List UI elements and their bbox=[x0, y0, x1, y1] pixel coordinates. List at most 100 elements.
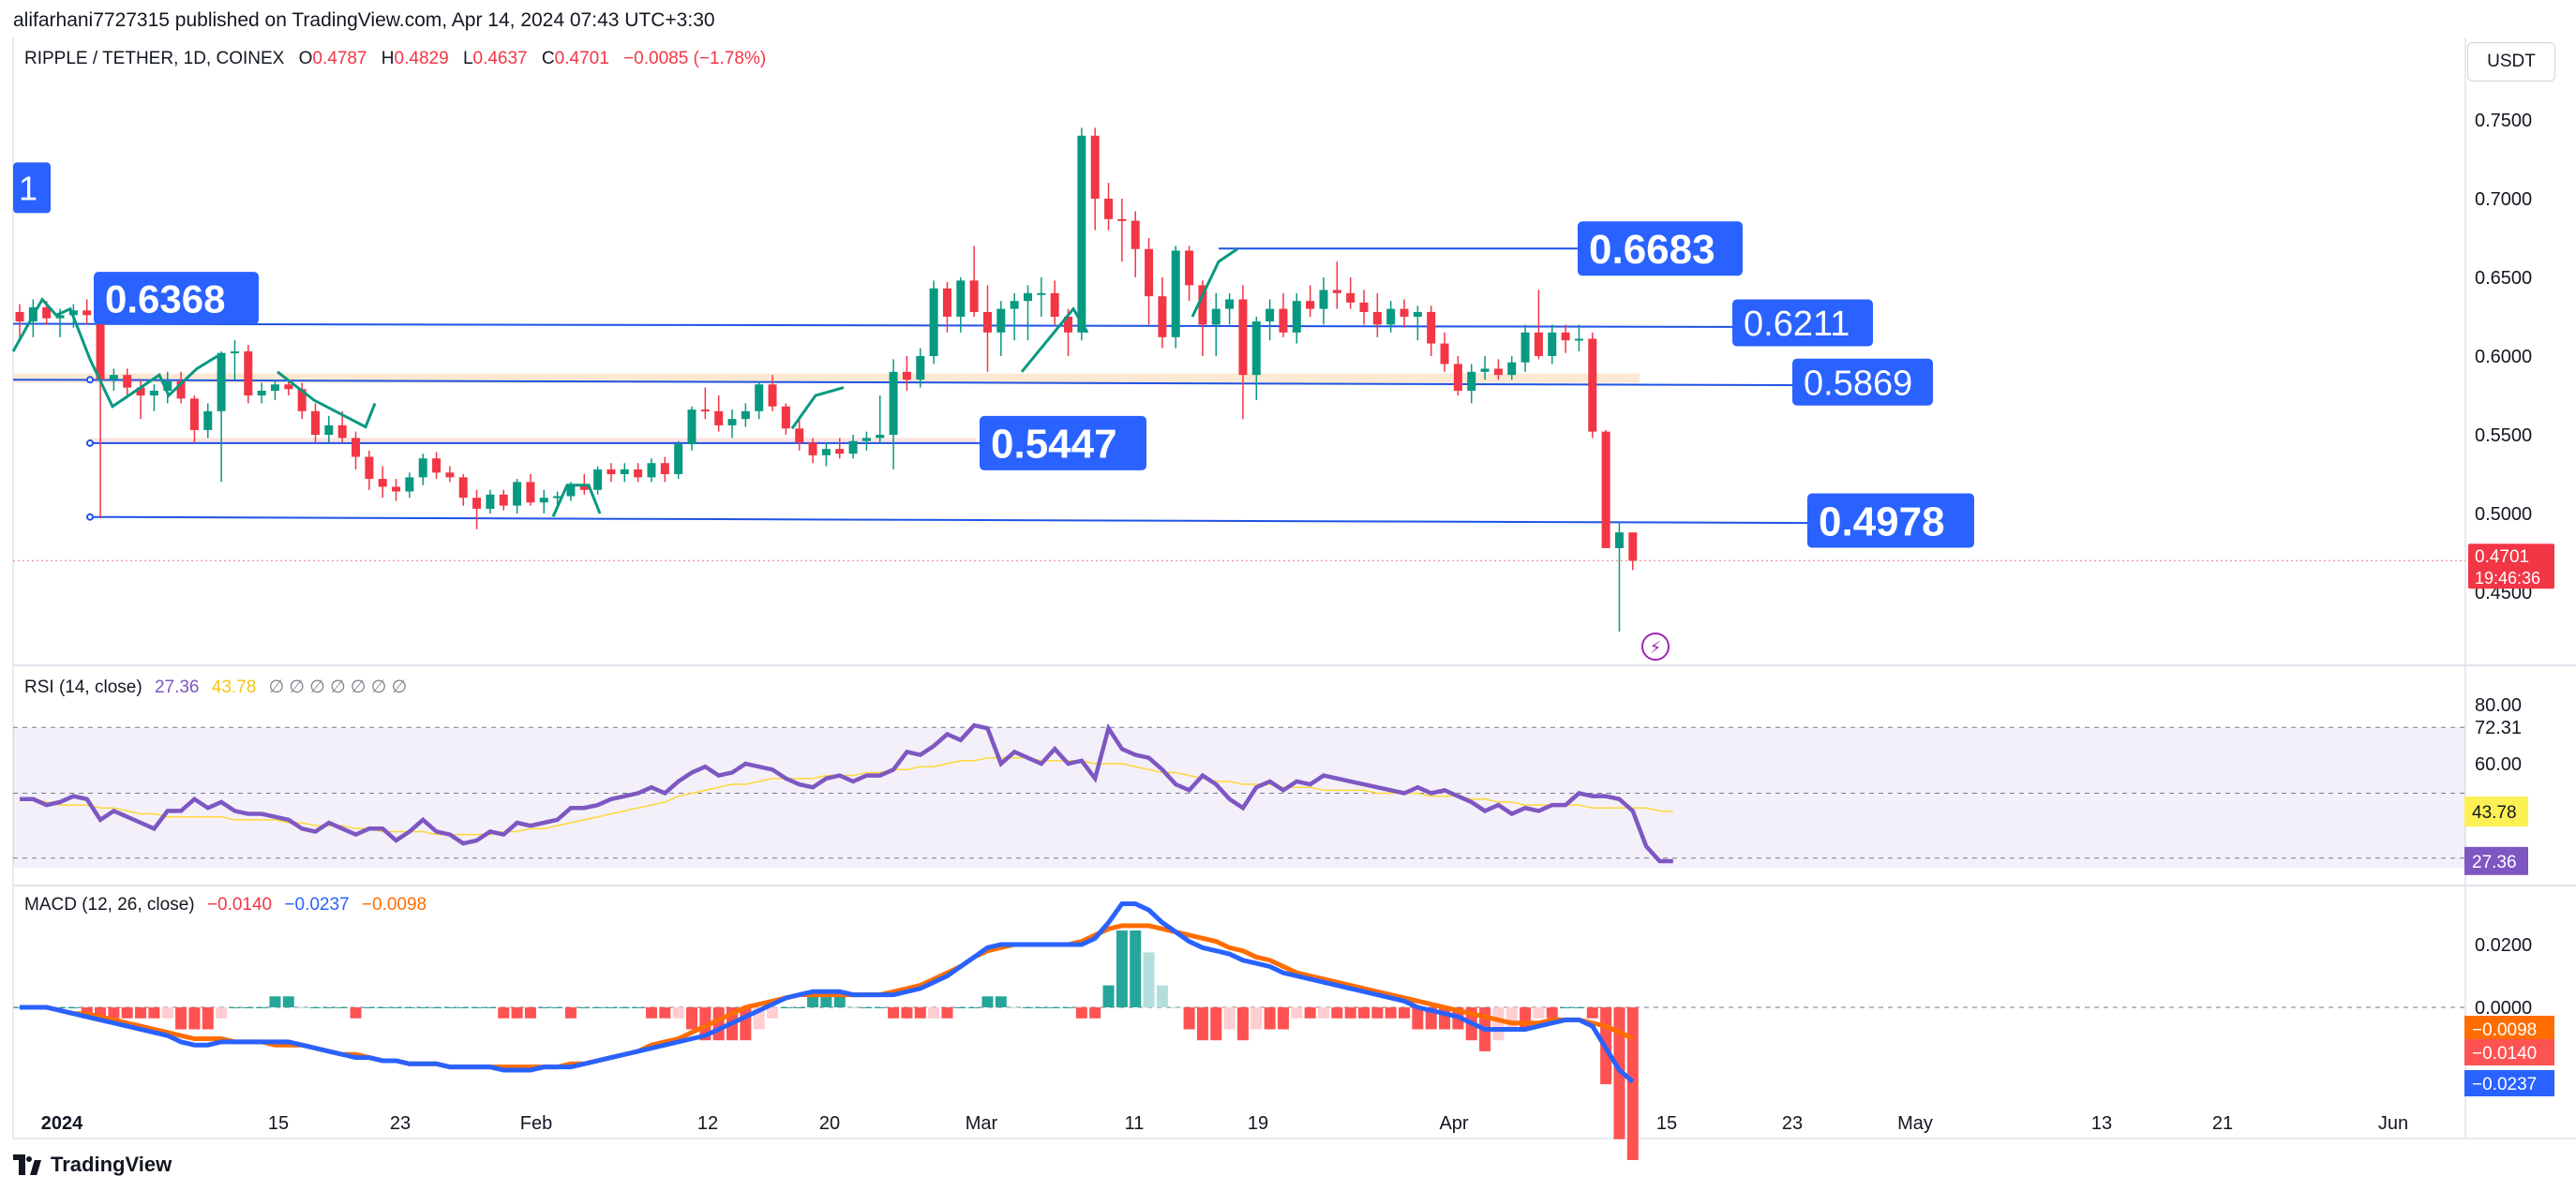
candle-body bbox=[634, 469, 643, 478]
event-markers: ⚡ bbox=[1641, 633, 1670, 661]
candle-body bbox=[1628, 532, 1638, 561]
candle-body bbox=[68, 310, 78, 316]
macd-histogram-bar bbox=[551, 1007, 563, 1008]
macd-histogram-bar bbox=[443, 1007, 456, 1008]
main-legend: RIPPLE / TETHER, 1D, COINEX O0.4787 H0.4… bbox=[24, 49, 766, 69]
horizontal-levels bbox=[12, 247, 2465, 561]
macd-histogram-bar bbox=[1251, 1007, 1263, 1030]
macd-tag-label: −0.0237 bbox=[2472, 1075, 2537, 1094]
candle-body bbox=[835, 449, 845, 454]
candle-body bbox=[821, 449, 831, 455]
candle-body bbox=[889, 371, 898, 435]
macd-signal-line bbox=[20, 923, 1634, 1070]
candle-body bbox=[1225, 299, 1235, 309]
macd-histogram-bar bbox=[417, 1007, 429, 1008]
level-label-box bbox=[1807, 493, 1974, 548]
candle-body bbox=[1010, 301, 1019, 309]
macd-histogram-bar bbox=[888, 1007, 900, 1019]
macd-line-value: −0.0237 bbox=[284, 895, 350, 915]
macd-histogram-bar bbox=[135, 1007, 147, 1019]
candle-body bbox=[1211, 308, 1221, 325]
candle-body bbox=[1037, 292, 1046, 295]
candle-body bbox=[1413, 311, 1422, 317]
candle-body bbox=[1306, 301, 1315, 309]
candle-body bbox=[1319, 290, 1328, 309]
candle-body bbox=[1400, 308, 1409, 317]
macd-histogram-bar bbox=[403, 1007, 415, 1008]
footer-brand-text: TradingView bbox=[51, 1153, 172, 1176]
candle-body bbox=[566, 484, 576, 497]
macd-histogram-bar bbox=[1399, 1007, 1411, 1019]
time-tick-label: 15 bbox=[1656, 1113, 1677, 1134]
candlestick-series[interactable] bbox=[15, 127, 1638, 632]
macd-histogram-bar bbox=[1196, 1007, 1208, 1041]
rsi-title[interactable]: RSI (14, close) bbox=[24, 677, 142, 697]
macd-histogram-bar bbox=[1022, 1007, 1034, 1008]
candle-body bbox=[1117, 218, 1127, 221]
candle-body bbox=[848, 440, 858, 454]
candle-body bbox=[1453, 364, 1462, 391]
macd-histogram-bar bbox=[1236, 1007, 1249, 1041]
time-tick-label: Feb bbox=[520, 1113, 552, 1134]
macd-histogram-bar bbox=[1626, 1007, 1639, 1160]
current-price-label: 0.4701 bbox=[2475, 547, 2529, 567]
macd-histogram-bar bbox=[121, 1007, 133, 1019]
level-label-box bbox=[980, 415, 1146, 470]
candle-body bbox=[1064, 317, 1073, 333]
time-tick-label: Jun bbox=[2378, 1113, 2408, 1134]
rsi-legend: RSI (14, close) 27.36 43.78 ∅ ∅ ∅ ∅ ∅ ∅ … bbox=[24, 677, 407, 698]
time-tick-label: 19 bbox=[1248, 1113, 1268, 1134]
candle-body bbox=[189, 398, 199, 430]
candle-body bbox=[1050, 292, 1059, 317]
macd-title[interactable]: MACD (12, 26, close) bbox=[24, 895, 195, 915]
macd-histogram-bar bbox=[363, 1007, 375, 1008]
candle-body bbox=[486, 494, 495, 509]
candle-body bbox=[861, 438, 871, 441]
macd-histogram-bar bbox=[1035, 1007, 1047, 1008]
macd-histogram-bar bbox=[229, 1007, 241, 1008]
candle-body bbox=[378, 479, 387, 487]
candle-body bbox=[270, 384, 279, 391]
macd-hist-value: −0.0140 bbox=[206, 895, 273, 915]
candle-body bbox=[1131, 220, 1140, 249]
lightning-icon: ⚡ bbox=[1650, 638, 1662, 658]
macd-histogram-bar bbox=[686, 1007, 697, 1030]
level-label-box bbox=[1732, 299, 1873, 347]
candle-body bbox=[1493, 368, 1503, 376]
macd-line bbox=[20, 901, 1635, 1084]
macd-signal-value: −0.0098 bbox=[361, 895, 427, 915]
rsi-tick-label: 60.00 bbox=[2475, 754, 2522, 775]
macd-histogram-bar bbox=[202, 1007, 214, 1030]
symbol-title[interactable]: RIPPLE / TETHER, 1D, COINEX bbox=[24, 49, 285, 68]
candle-body bbox=[392, 486, 401, 492]
candle-body bbox=[1145, 248, 1154, 297]
macd-histogram-bar bbox=[1170, 1007, 1182, 1008]
trend-drawing bbox=[1191, 247, 1238, 318]
macd-histogram-bar bbox=[161, 1007, 173, 1019]
candle-body bbox=[244, 350, 253, 395]
macd-tag bbox=[2464, 1070, 2554, 1096]
macd-histogram-bar bbox=[256, 1007, 268, 1008]
macd-histogram-bar bbox=[968, 1007, 981, 1008]
trend-drawing bbox=[277, 370, 377, 429]
candle-body bbox=[1440, 343, 1449, 365]
candle-body bbox=[352, 438, 360, 457]
time-axis: 2024 15 23 Feb 12 20 Mar 11 19 Apr 15 23 May 13 21 Jun bbox=[41, 1113, 2408, 1134]
rsi-null-values: ∅ ∅ ∅ ∅ ∅ ∅ ∅ bbox=[268, 677, 408, 697]
time-tick-label: 13 bbox=[2091, 1113, 2112, 1134]
trend-drawing bbox=[11, 296, 218, 409]
change-value: −0.0085 (−1.78%) bbox=[623, 49, 767, 68]
candle-body bbox=[1266, 308, 1275, 322]
currency-button[interactable]: USDT bbox=[2467, 42, 2555, 82]
candle-body bbox=[418, 458, 427, 478]
candle-body bbox=[1185, 250, 1194, 286]
candle-body bbox=[1520, 332, 1530, 363]
macd-tag bbox=[2464, 1016, 2554, 1042]
candle-body bbox=[768, 384, 777, 407]
open-label: O bbox=[298, 49, 313, 68]
macd-histogram-bar bbox=[95, 1007, 107, 1019]
macd-histogram-bar bbox=[1331, 1007, 1343, 1019]
candle-body bbox=[1090, 135, 1100, 199]
macd-histogram-bar bbox=[511, 1007, 523, 1019]
level-label: 0.6368 bbox=[105, 276, 225, 320]
